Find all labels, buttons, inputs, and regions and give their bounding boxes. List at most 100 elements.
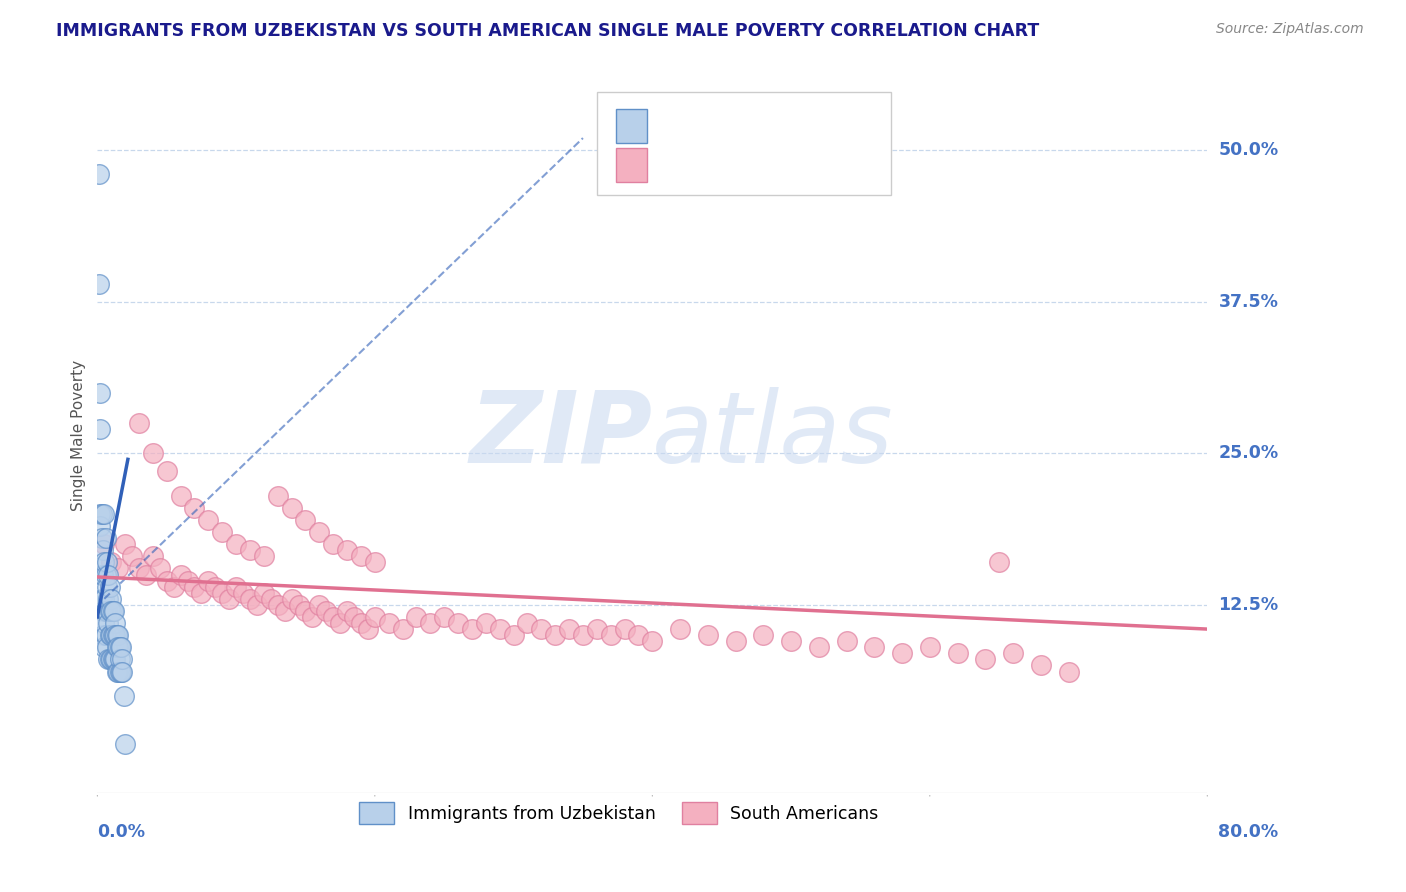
FancyBboxPatch shape xyxy=(616,109,647,144)
Point xyxy=(232,585,254,599)
Point xyxy=(197,574,219,588)
Point xyxy=(107,628,129,642)
Point xyxy=(585,622,607,636)
Point xyxy=(835,634,858,648)
Point xyxy=(121,549,143,564)
Point xyxy=(572,628,595,642)
Point xyxy=(863,640,886,655)
Point xyxy=(287,598,309,612)
Point xyxy=(98,652,121,666)
Text: 0.0%: 0.0% xyxy=(97,823,145,841)
Point xyxy=(267,598,290,612)
Point xyxy=(419,615,441,630)
Point xyxy=(107,561,129,575)
Point xyxy=(128,416,150,430)
Point xyxy=(1029,658,1052,673)
Point xyxy=(724,634,747,648)
Point xyxy=(433,610,456,624)
Point xyxy=(96,604,118,618)
Point xyxy=(108,640,131,655)
Point xyxy=(204,580,226,594)
Point xyxy=(169,489,191,503)
Point xyxy=(89,507,111,521)
Text: ZIP: ZIP xyxy=(470,386,652,483)
Point xyxy=(641,634,664,648)
Text: atlas: atlas xyxy=(652,386,894,483)
Point xyxy=(918,640,941,655)
Text: Source: ZipAtlas.com: Source: ZipAtlas.com xyxy=(1216,22,1364,37)
Point xyxy=(114,537,136,551)
Point xyxy=(142,446,165,460)
Point xyxy=(516,615,538,630)
Point xyxy=(96,555,118,569)
Point xyxy=(105,665,128,679)
Point xyxy=(225,580,247,594)
Point xyxy=(93,537,115,551)
Point xyxy=(260,591,283,606)
Point xyxy=(90,567,112,582)
Point xyxy=(100,628,122,642)
Point xyxy=(988,555,1011,569)
Point xyxy=(225,537,247,551)
Point xyxy=(461,622,484,636)
Point xyxy=(336,543,359,558)
Point xyxy=(891,646,914,660)
Point xyxy=(253,549,276,564)
Point xyxy=(273,604,295,618)
Point xyxy=(90,591,112,606)
Point xyxy=(627,628,650,642)
Point xyxy=(544,628,567,642)
Point xyxy=(96,640,118,655)
Point xyxy=(100,555,122,569)
Point xyxy=(108,652,131,666)
Point xyxy=(111,652,134,666)
Text: R = -0.096: R = -0.096 xyxy=(661,156,751,174)
Point xyxy=(103,604,125,618)
Point xyxy=(93,591,115,606)
Point xyxy=(294,513,316,527)
Point xyxy=(110,640,132,655)
Point xyxy=(780,634,803,648)
Point xyxy=(350,615,373,630)
Point xyxy=(97,591,120,606)
Point xyxy=(135,567,157,582)
Point xyxy=(100,604,122,618)
Point xyxy=(946,646,969,660)
Point xyxy=(280,500,302,515)
Point xyxy=(98,628,121,642)
Point xyxy=(110,665,132,679)
Point xyxy=(93,640,115,655)
FancyBboxPatch shape xyxy=(616,147,647,182)
Point xyxy=(211,585,233,599)
Point xyxy=(103,628,125,642)
Point xyxy=(98,604,121,618)
Point xyxy=(107,640,129,655)
Point xyxy=(94,604,117,618)
Point xyxy=(96,580,118,594)
Point xyxy=(91,604,114,618)
Point xyxy=(90,531,112,545)
Point xyxy=(156,465,179,479)
Text: 37.5%: 37.5% xyxy=(1219,293,1278,310)
Point xyxy=(308,598,330,612)
Point xyxy=(103,652,125,666)
Text: IMMIGRANTS FROM UZBEKISTAN VS SOUTH AMERICAN SINGLE MALE POVERTY CORRELATION CHA: IMMIGRANTS FROM UZBEKISTAN VS SOUTH AMER… xyxy=(56,22,1039,40)
Point xyxy=(558,622,581,636)
Point xyxy=(974,652,997,666)
Point xyxy=(156,574,179,588)
Point xyxy=(280,591,302,606)
Point xyxy=(211,525,233,540)
Point xyxy=(696,628,718,642)
Point xyxy=(87,277,110,291)
Point xyxy=(329,615,352,630)
Point xyxy=(1002,646,1025,660)
Point xyxy=(301,610,323,624)
Point xyxy=(107,665,129,679)
Point xyxy=(114,737,136,751)
Point xyxy=(101,628,124,642)
Point xyxy=(112,689,135,703)
Point xyxy=(93,615,115,630)
Point xyxy=(253,585,276,599)
Point xyxy=(97,567,120,582)
Point xyxy=(90,507,112,521)
